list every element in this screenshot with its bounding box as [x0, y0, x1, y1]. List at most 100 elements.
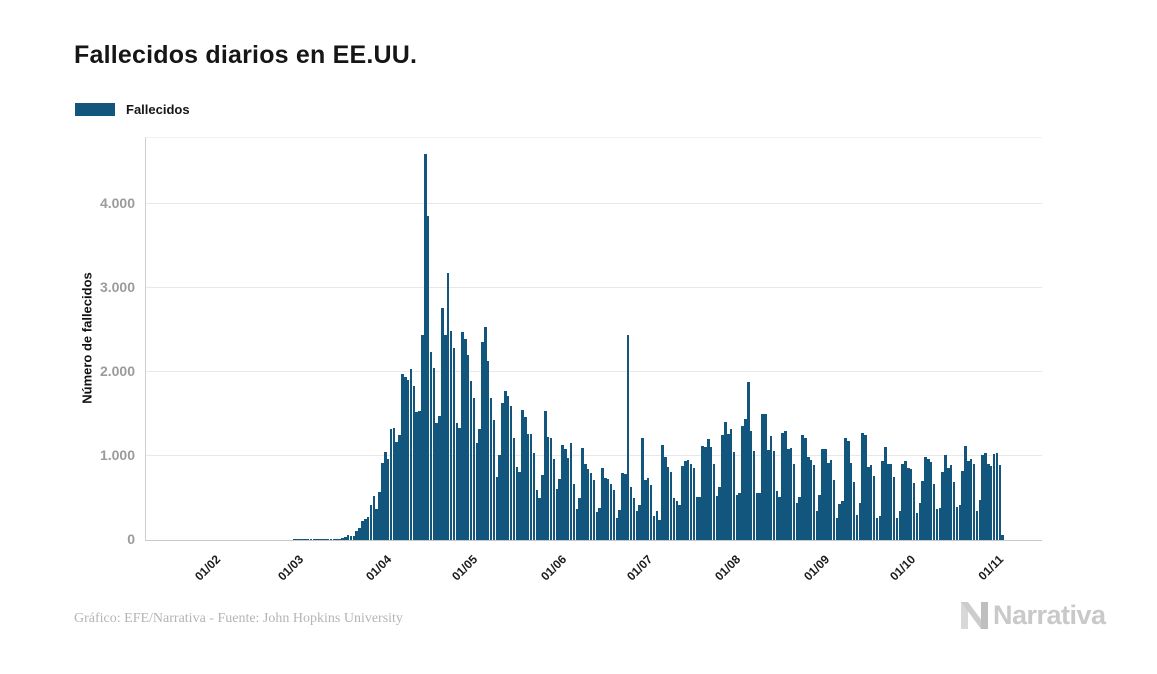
- gridline: [146, 202, 1042, 204]
- bar: [861, 433, 864, 540]
- bar: [998, 464, 1002, 540]
- bar: [978, 499, 982, 540]
- bar: [867, 467, 870, 540]
- bar: [298, 539, 301, 540]
- bar: [955, 507, 959, 540]
- bar: [364, 519, 367, 540]
- bar: [369, 505, 373, 540]
- bar: [555, 489, 559, 540]
- x-tick-label: 01/07: [623, 552, 655, 584]
- bar: [392, 428, 396, 540]
- bar: [964, 446, 967, 540]
- bar: [292, 539, 296, 540]
- bar: [626, 335, 630, 540]
- bar: [361, 521, 364, 540]
- bar: [449, 331, 453, 540]
- bar: [612, 490, 616, 540]
- bar: [546, 437, 550, 540]
- bar: [829, 459, 833, 540]
- bar: [969, 458, 973, 540]
- bar: [935, 509, 939, 540]
- bar: [681, 465, 684, 540]
- bar: [947, 467, 950, 540]
- bar: [372, 495, 376, 540]
- bar: [581, 448, 584, 540]
- bar: [675, 501, 679, 540]
- bar: [758, 492, 761, 540]
- bar: [558, 478, 561, 540]
- bar: [764, 414, 767, 540]
- bar: [601, 468, 604, 540]
- bar: [975, 510, 979, 540]
- bar: [404, 376, 407, 540]
- bar: [961, 470, 964, 540]
- gridline: [146, 370, 1042, 372]
- bar: [992, 453, 996, 540]
- bar: [604, 477, 607, 540]
- bar: [349, 535, 353, 540]
- bar: [586, 469, 590, 540]
- bar: [472, 397, 476, 540]
- bar: [792, 464, 796, 540]
- plot-area: 01/02 01/03 01/04 01/05 01/06 01/07 01/08 01/09…: [145, 137, 1042, 583]
- bar: [712, 463, 716, 540]
- bar: [838, 504, 841, 540]
- bar: [858, 503, 861, 540]
- legend-item[interactable]: Fallecidos: [75, 102, 190, 117]
- bar: [958, 504, 962, 540]
- bar: [421, 334, 424, 540]
- bar: [629, 487, 633, 540]
- bar: [549, 438, 553, 540]
- bar: [412, 386, 416, 540]
- bar: [589, 472, 593, 540]
- bar: [618, 510, 621, 540]
- bar: [669, 471, 673, 540]
- bar: [469, 380, 473, 540]
- bar: [749, 430, 753, 540]
- bar: [967, 461, 970, 540]
- bar: [395, 442, 398, 540]
- bar: [912, 482, 916, 540]
- bar: [315, 539, 318, 540]
- bar: [632, 497, 636, 540]
- bar: [358, 528, 361, 540]
- bar: [715, 495, 719, 540]
- bar: [326, 539, 330, 540]
- bar: [572, 483, 576, 540]
- bar: [464, 339, 467, 540]
- bar: [578, 498, 581, 540]
- bar: [987, 463, 990, 540]
- bar: [441, 307, 444, 540]
- x-tick-label: 01/09: [800, 552, 832, 584]
- bar: [318, 539, 321, 540]
- legend-swatch: [75, 103, 115, 116]
- bar: [887, 463, 890, 540]
- bar: [338, 538, 341, 540]
- bar: [678, 505, 681, 540]
- bars-layer: 01/02 01/03 01/04 01/05 01/06 01/07 01/08 01/09…: [184, 138, 1006, 583]
- bar: [881, 461, 884, 540]
- bar: [304, 539, 307, 540]
- bar: [812, 465, 816, 540]
- bar: [884, 447, 887, 540]
- bar: [924, 456, 927, 540]
- bar: [989, 466, 993, 540]
- bar: [767, 449, 770, 540]
- bar: [789, 447, 793, 540]
- bar: [381, 463, 384, 540]
- bar: [944, 454, 947, 540]
- bar: [732, 451, 736, 540]
- bar: [641, 438, 644, 540]
- bar: [835, 517, 839, 540]
- bar: [807, 456, 810, 540]
- bar: [687, 459, 690, 540]
- bar: [621, 472, 624, 540]
- bar: [432, 367, 436, 540]
- bar: [398, 434, 401, 540]
- bar: [484, 327, 487, 540]
- bar: [995, 453, 999, 540]
- bar: [809, 459, 813, 540]
- bar: [744, 419, 747, 540]
- bar: [461, 332, 464, 540]
- bar: [909, 468, 913, 540]
